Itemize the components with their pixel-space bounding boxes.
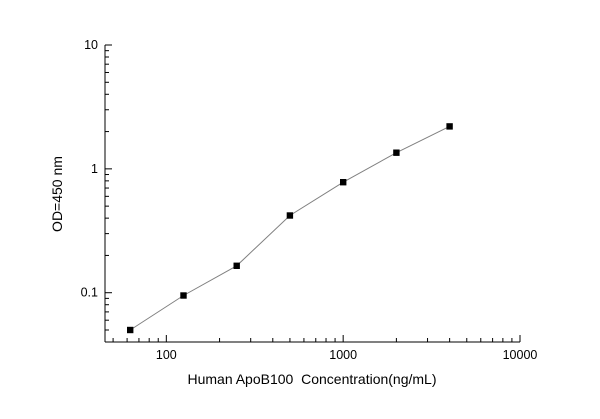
y-axis-label: OD=450 nm (49, 156, 65, 232)
y-tick-label: 0.1 (81, 286, 98, 300)
data-point-marker (393, 149, 400, 156)
data-point-marker (286, 212, 294, 219)
data-point-marker (340, 179, 347, 186)
data-point-marker (446, 123, 453, 130)
series-line (129, 125, 450, 331)
x-tick-label: 100 (156, 348, 177, 362)
y-tick-label: 1 (91, 162, 98, 176)
plot-layer: 100 1000 10000 0.1 1 10 (81, 38, 538, 362)
x-axis-label: Human ApoB100 Concentration(ng/mL) (187, 371, 436, 387)
data-point-marker (180, 292, 187, 299)
data-point-marker (233, 262, 240, 269)
x-tick-label: 1000 (329, 348, 357, 362)
y-tick-label: 10 (84, 38, 98, 52)
x-tick-label: 10000 (503, 348, 538, 362)
data-point-marker (127, 326, 134, 334)
